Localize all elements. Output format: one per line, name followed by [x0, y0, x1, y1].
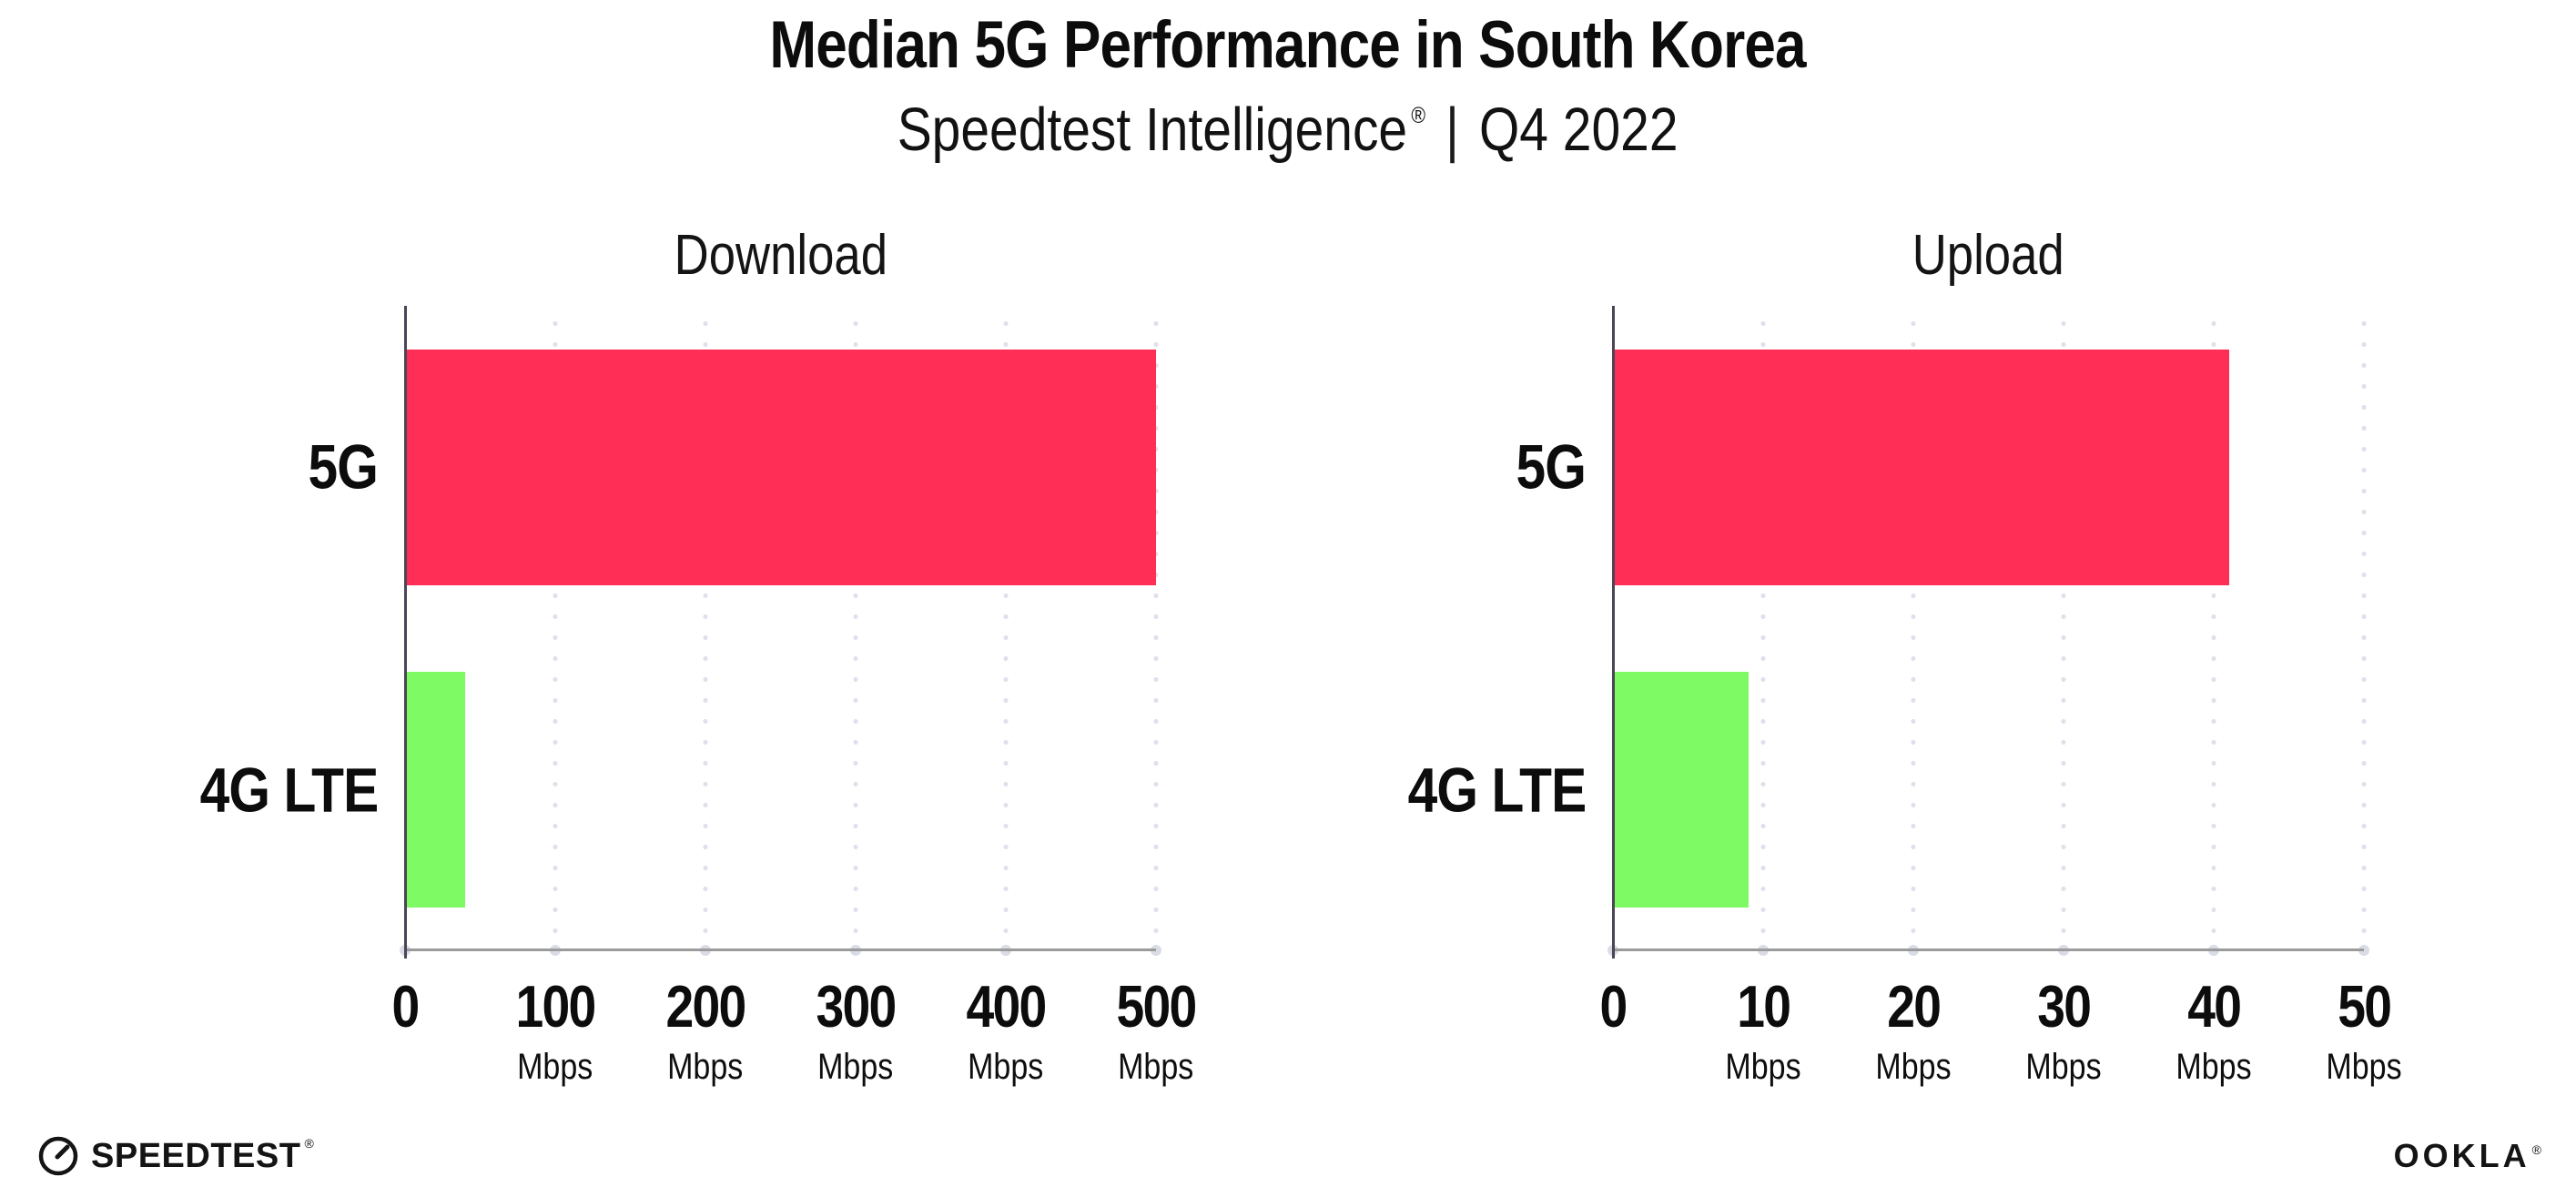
bar-5g-download	[405, 349, 1156, 585]
download-plot-area	[405, 306, 1156, 951]
x-tick-40: 40 Mbps	[2175, 973, 2252, 1087]
ookla-wordmark: OOKLA	[2393, 1137, 2530, 1174]
upload-gridlines	[1607, 306, 2369, 956]
x-tick-50: 50 Mbps	[2326, 973, 2402, 1087]
x-tick-100: 100 Mbps	[515, 973, 596, 1087]
category-label-4g-lte: 4G LTE	[199, 755, 379, 826]
x-tick-500: 500 Mbps	[1116, 973, 1197, 1087]
category-band-4g-lte	[1613, 629, 2364, 952]
page-subtitle: Speedtest Intelligence ® | Q4 2022	[0, 96, 2576, 164]
x-tick-400: 400 Mbps	[966, 973, 1047, 1087]
gridline	[553, 313, 558, 949]
speedtest-gauge-icon	[36, 1134, 80, 1178]
category-label-4g-lte: 4G LTE	[1407, 755, 1587, 826]
subtitle-period: Q4 2022	[1479, 96, 1678, 164]
download-gridlines	[400, 306, 1161, 956]
x-tick-0: 0	[391, 973, 420, 1040]
category-band-4g-lte	[405, 629, 1156, 952]
upload-chart-title: Upload	[1912, 224, 2064, 287]
gridline	[853, 313, 858, 949]
gridline	[1153, 313, 1159, 949]
subtitle-separator: |	[1445, 96, 1460, 164]
ookla-trademark-mark: ®	[2531, 1142, 2545, 1157]
y-axis-line	[1612, 306, 1615, 959]
registered-trademark-mark: ®	[1411, 103, 1426, 128]
gridline	[2361, 313, 2367, 949]
x-tick-10: 10 Mbps	[1725, 973, 1801, 1087]
category-band-5g	[1613, 306, 2364, 629]
gridline	[1760, 313, 1766, 949]
x-axis-line	[1613, 948, 2364, 951]
page-title-text: Median 5G Performance in South Korea	[769, 8, 1807, 82]
page-subtitle-text: Speedtest Intelligence ® | Q4 2022	[898, 96, 1678, 164]
axis-tick-dot	[1151, 944, 1161, 956]
gridline	[703, 313, 708, 949]
speedtest-logo: SPEEDTEST ®	[36, 1134, 314, 1178]
gridline	[2061, 313, 2066, 949]
category-label-5g: 5G	[308, 431, 378, 502]
speedtest-wordmark: SPEEDTEST	[91, 1137, 301, 1175]
x-tick-20: 20 Mbps	[1875, 973, 1952, 1087]
gridline	[1003, 313, 1009, 949]
axis-tick-dot	[2358, 944, 2369, 956]
gridline	[2211, 313, 2216, 949]
gridline	[1911, 313, 1916, 949]
bar-4g-lte-upload	[1613, 672, 1749, 908]
download-x-axis-ticks: 0 100 Mbps 200 Mbps 300 Mbps 400 Mbps 50…	[391, 973, 1197, 1122]
x-tick-30: 30 Mbps	[2025, 973, 2102, 1087]
x-axis-line	[405, 948, 1156, 951]
bar-5g-upload	[1613, 349, 2229, 585]
download-chart: Download 5G 4G LTE 0 100 Mbps	[199, 228, 1197, 1088]
subtitle-brand: Speedtest Intelligence	[898, 96, 1408, 164]
x-tick-200: 200 Mbps	[665, 973, 746, 1087]
download-chart-title: Download	[674, 224, 887, 287]
upload-x-axis-ticks: 0 10 Mbps 20 Mbps 30 Mbps 40 Mbps 50 Mbp…	[1599, 973, 2401, 1122]
y-axis-line	[404, 306, 407, 959]
x-tick-0: 0	[1599, 973, 1628, 1040]
speedtest-trademark-mark: ®	[304, 1136, 314, 1151]
upload-chart: Upload 5G 4G LTE 0 10 Mbps	[1407, 228, 2401, 1088]
bar-4g-lte-download	[405, 672, 465, 908]
x-tick-300: 300 Mbps	[816, 973, 897, 1087]
ookla-logo: OOKLA ®	[2394, 1140, 2545, 1172]
category-label-5g: 5G	[1516, 431, 1586, 502]
category-band-5g	[405, 306, 1156, 629]
page-title: Median 5G Performance in South Korea	[0, 8, 2576, 82]
upload-plot-area	[1613, 306, 2364, 951]
